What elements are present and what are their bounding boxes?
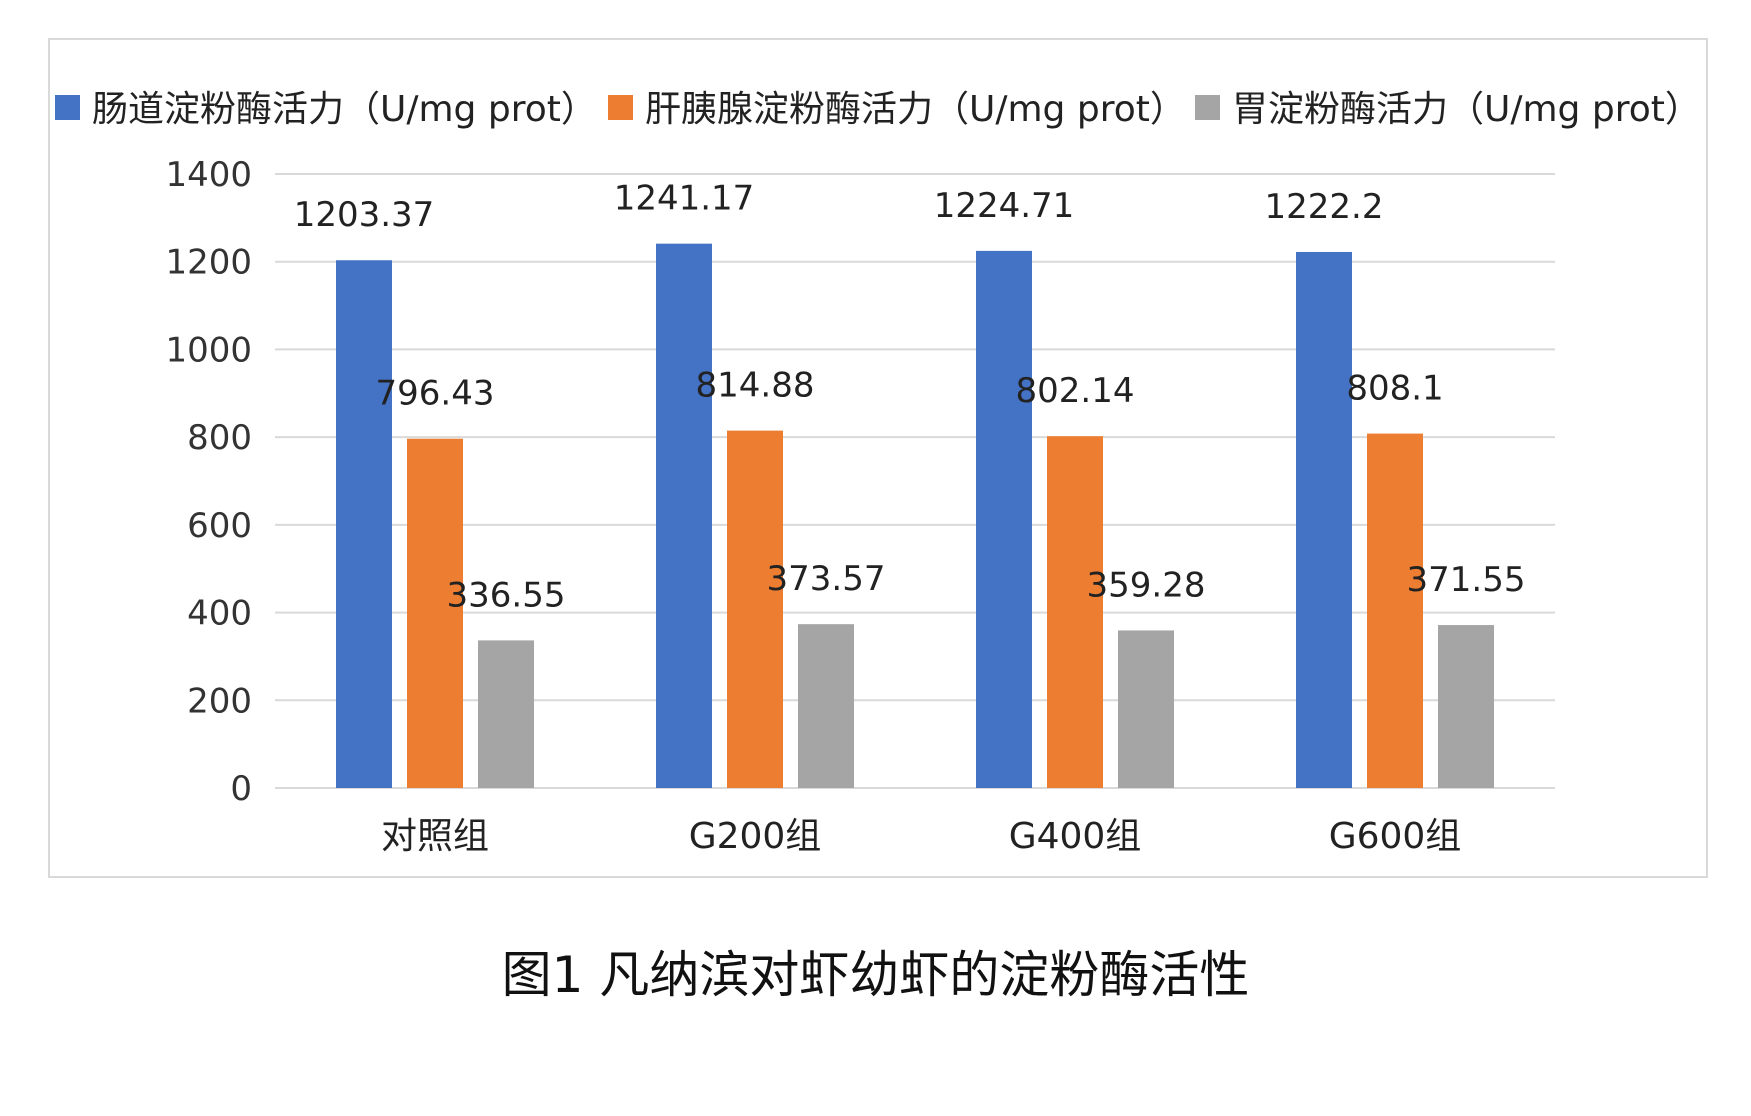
y-tick-label: 1200 [165,243,252,283]
bar [798,624,854,788]
bar [656,243,712,788]
legend-label: 肝胰腺淀粉酶活力（U/mg prot） [645,89,1186,130]
x-category-label: G400组 [1009,816,1142,857]
data-label: 802.14 [1016,371,1135,411]
legend-swatch [608,95,633,120]
bar [1438,625,1494,788]
y-tick-label: 800 [187,418,252,458]
gridlines [275,173,1555,789]
y-tick-label: 1000 [165,330,252,370]
y-tick-label: 1400 [165,155,252,195]
data-label: 1224.71 [934,186,1075,226]
data-label: 371.55 [1407,560,1526,600]
data-labels: 1203.37 796.43 336.55 1241.17 814.88 373.57 12… [294,179,1526,616]
chart-frame [48,38,1708,878]
legend-label: 肠道淀粉酶活力（U/mg prot） [92,89,597,130]
x-category-label: G200组 [689,816,822,857]
data-label: 359.28 [1087,565,1206,605]
x-category-label: 对照组 [381,816,489,857]
y-tick-label: 600 [187,506,252,546]
bar [1047,436,1103,788]
bar [727,430,783,788]
bar-chart: 肠道淀粉酶活力（U/mg prot） 肝胰腺淀粉酶活力（U/mg prot） 胃淀粉… [55,89,1701,857]
bar [407,438,463,788]
bar [1118,630,1174,788]
x-axis-categories: 对照组 G200组 G400组 G600组 [381,816,1461,857]
legend-label: 胃淀粉酶活力（U/mg prot） [1232,89,1701,130]
data-label: 814.88 [696,366,815,406]
data-label: 1241.17 [614,179,755,219]
bar [976,250,1032,788]
data-label: 796.43 [376,374,495,414]
legend-swatch [1195,95,1220,120]
y-axis-ticks: 0 200 400 600 800 1000 1200 1400 [165,155,252,809]
data-label: 808.1 [1346,369,1443,409]
bar [336,260,392,788]
data-label: 373.57 [767,559,886,599]
data-label: 336.55 [447,575,566,615]
y-tick-label: 400 [187,594,252,634]
data-label: 1203.37 [294,195,435,235]
x-category-label: G600组 [1329,816,1462,857]
bar [1367,433,1423,788]
bar [1296,251,1352,788]
legend: 肠道淀粉酶活力（U/mg prot） 肝胰腺淀粉酶活力（U/mg prot） 胃淀粉… [55,89,1701,130]
legend-swatch [55,95,80,120]
figure-caption: 图1 凡纳滨对虾幼虾的淀粉酶活性 [501,946,1250,1004]
y-tick-label: 0 [230,769,252,809]
bar [478,640,534,788]
y-tick-label: 200 [187,681,252,721]
data-label: 1222.2 [1265,187,1384,227]
bars [336,243,1494,788]
